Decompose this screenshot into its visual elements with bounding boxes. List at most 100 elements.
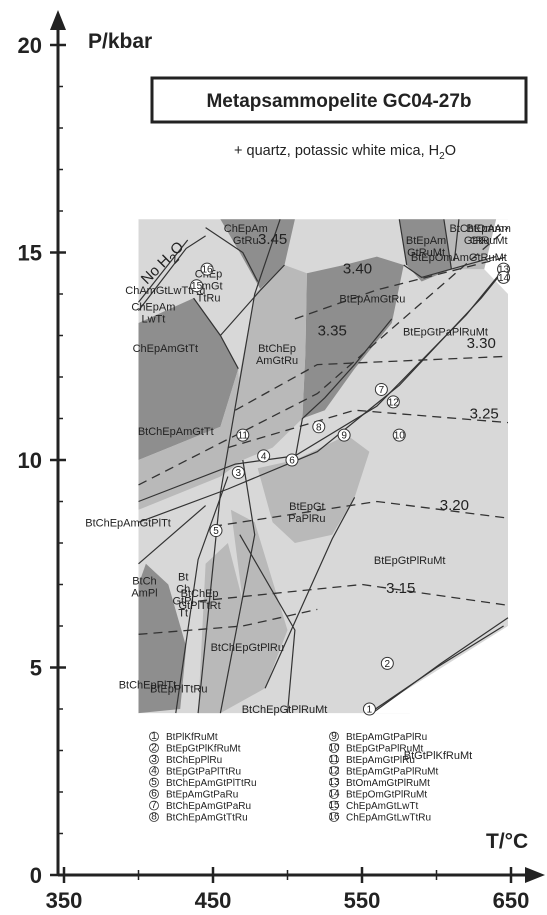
- field-label-line: GtRu: [464, 235, 490, 247]
- legend-item: 5 BtChEpAmGtPlTtRu: [149, 777, 257, 789]
- reaction-line-8: [264, 497, 356, 689]
- legend-marker: [149, 812, 159, 822]
- reaction-line-14: [193, 297, 239, 369]
- reaction-line-4: [175, 476, 229, 714]
- reaction-line-19: [443, 219, 452, 270]
- field-label-line: GtPl: [172, 595, 193, 607]
- field-label-line: TtRu: [197, 292, 221, 304]
- subtitle-main: + quartz, potassic white mica, H: [234, 143, 439, 159]
- isopleth-label: 3.15: [386, 580, 415, 597]
- legend-label: BtEpGtPaPlRuMt: [346, 744, 423, 755]
- legend-item: 12 BtEpAmGtPaPlRuMt: [328, 766, 438, 778]
- legend-number: 10: [328, 743, 340, 754]
- field-area-5: [302, 256, 404, 419]
- field-area-9: [138, 368, 243, 510]
- legend-label: BtPlKfRuMt: [166, 732, 218, 743]
- reaction-line-20: [453, 219, 460, 261]
- isopleth-line-5: [212, 500, 509, 528]
- legend-item: 9 BtEpAmGtPaPlRu: [329, 731, 427, 743]
- legend-label: BtEpAmGtPaRu: [166, 790, 238, 801]
- field-label: ChEpAmGtTt: [133, 343, 198, 355]
- field-label: BtChEpGtPlRuMt: [242, 704, 328, 716]
- point-marker: [285, 453, 299, 467]
- reaction-lines: [138, 219, 509, 714]
- point-number: 11: [238, 431, 249, 442]
- legend-label: BtEpAmGtPaPlRuMt: [346, 767, 438, 778]
- point-marker: [386, 395, 400, 409]
- point-marker: [190, 279, 204, 293]
- field-area-3: [138, 298, 239, 460]
- legend-item: 4 BtEpGtPaPlTtRu: [149, 766, 241, 778]
- legend-item: 16 ChEpAmGtLwTtRu: [328, 812, 431, 824]
- legend-item: 7 BtChEpAmGtPaRu: [149, 800, 251, 812]
- legend-number: 6: [151, 789, 157, 800]
- field-polygons: [138, 219, 508, 714]
- numbered-point: 14: [497, 270, 511, 284]
- field-label-line: BtChEpAm: [450, 223, 504, 235]
- numbered-point: 2: [380, 656, 394, 670]
- field-area-6: [399, 219, 452, 282]
- point-marker: [231, 465, 245, 479]
- field-label-line: ChEpAm: [224, 223, 268, 235]
- field-label: BtChEpAmGtTt: [138, 426, 214, 438]
- legend-item: 8 BtChEpAmGtTtRu: [149, 812, 248, 824]
- x-axis-label: T/°C: [486, 830, 528, 853]
- legend-marker: [149, 743, 159, 753]
- legend-item: 10 BtEpGtPaPlRuMt: [328, 743, 423, 755]
- legend-number: 1: [151, 731, 157, 742]
- legend-marker: [149, 754, 159, 765]
- point-number: 10: [394, 431, 406, 442]
- field-label-line: GtRuMt: [407, 247, 445, 259]
- legend-item: 11 BtEpAmGtPlRu: [329, 754, 415, 766]
- field-label-line: BtEpGt: [289, 501, 324, 513]
- reaction-line-3: [197, 219, 281, 714]
- isopleth-line-1: [138, 227, 509, 486]
- field-label-line: Ch: [176, 583, 190, 595]
- legend-label: ChEpAmGtLwTtRu: [346, 813, 431, 824]
- isopleth-label: 3.20: [440, 497, 469, 514]
- legend-number: 15: [328, 800, 340, 811]
- field-label-line: BtGtPlKfRuMt: [404, 750, 472, 762]
- legend: 1 BtPlKfRuMt 2 BtEpGtPlKfRuMt 3 BtChEpPlRu 4 Bt…: [149, 731, 438, 824]
- numbered-point: 12: [386, 395, 400, 409]
- numbered-point: 5: [209, 524, 223, 538]
- x-tick-label: 550: [344, 888, 381, 913]
- isopleth-label: 3.30: [467, 335, 496, 352]
- legend-marker: [329, 754, 339, 765]
- legend-label: BtEpGtPlKfRuMt: [166, 744, 241, 755]
- field-label-line: GtPlTtRt: [179, 600, 221, 612]
- legend-label: BtEpOmGtPlRuMt: [346, 790, 427, 801]
- field-area-13: [220, 509, 288, 714]
- field-label-line: ChAmGtLwTtRu: [125, 285, 205, 297]
- field-label-line: BtChEpGtPlRuMt: [242, 704, 328, 716]
- field-label: BtEpAm GtRuMt: [406, 235, 446, 259]
- field-label: BtEpGtPaPlRuMt: [403, 327, 488, 339]
- reaction-line-18: [398, 219, 408, 266]
- field-label: BtEpAmGtRu: [339, 293, 405, 305]
- field-label-line: AmGtRu: [256, 355, 298, 367]
- point-number: 13: [498, 265, 510, 276]
- field-label: ChEpAm LwTt: [131, 302, 175, 326]
- chart-subtitle: + quartz, potassic white mica, H2O: [234, 143, 456, 162]
- field-label-line: BtChEpAmGtTt: [138, 426, 214, 438]
- point-number: 3: [236, 468, 242, 479]
- reaction-line-5: [138, 505, 206, 565]
- legend-number: 13: [328, 777, 340, 788]
- legend-marker: [329, 731, 339, 742]
- field-label-line: Tt: [178, 607, 188, 619]
- field-label: Bt Ch GtPl Tt: [172, 571, 193, 619]
- field-label-line: BtEpAmGtRu: [339, 293, 405, 305]
- reaction-line-13: [219, 264, 285, 336]
- x-tick-label: 650: [493, 888, 530, 913]
- field-label: BtChEp GtPlTtRt: [179, 588, 221, 612]
- legend-label: ChEpAmGtLwTt: [346, 801, 418, 812]
- point-marker: [380, 656, 394, 670]
- legend-marker: [149, 731, 159, 742]
- point-marker: [209, 524, 223, 538]
- isopleth-label: 3.25: [470, 406, 499, 423]
- legend-number: 12: [328, 766, 340, 777]
- field-area-8: [235, 265, 307, 460]
